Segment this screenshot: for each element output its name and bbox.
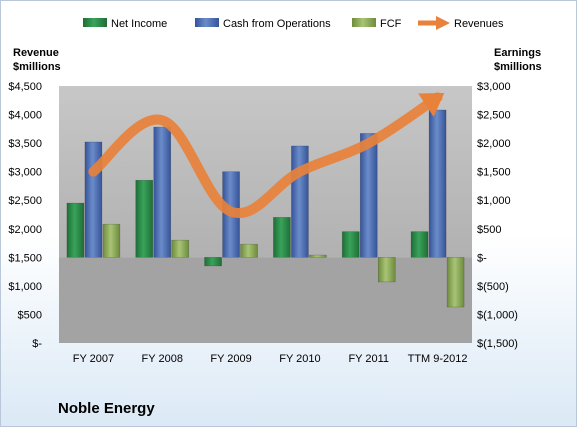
bar-net-income <box>135 179 154 258</box>
legend-label-fcf: FCF <box>380 18 402 30</box>
bar-fcf <box>446 257 465 308</box>
left-axis-tick-label: $4,500 <box>8 81 42 93</box>
right-axis-title-line2: $millions <box>494 61 542 73</box>
legend-label-cash-from-operations: Cash from Operations <box>223 18 331 30</box>
left-axis-ticks: $- $500 $1,000 $1,500 $2,000 $2,500 $3,000 $3,5… <box>8 81 42 350</box>
category-label: FY 2009 <box>210 353 251 365</box>
bar-cash-from-operations <box>153 126 172 258</box>
right-axis-tick-label: $500 <box>477 224 501 236</box>
right-axis-tick-label: $2,000 <box>477 138 511 150</box>
left-axis-tick-label: $3,500 <box>8 138 42 150</box>
left-axis-tick-label: $1,000 <box>8 281 42 293</box>
legend-label-revenues: Revenues <box>454 18 504 30</box>
bar-cash-from-operations <box>291 145 309 258</box>
bar-net-income <box>273 217 291 258</box>
category-label: FY 2007 <box>73 353 114 365</box>
bar-fcf <box>240 243 258 258</box>
revenue-line <box>88 92 443 219</box>
right-axis-tick-label: $3,000 <box>477 81 511 93</box>
right-axis-tick-label: $(500) <box>477 281 509 293</box>
bar-fcf <box>309 254 327 258</box>
legend: Net Income Cash from Operations FCF Reve… <box>83 16 504 30</box>
bar-net-income <box>66 202 85 258</box>
bar-fcf <box>377 257 396 283</box>
right-axis-tick-label: $1,500 <box>477 167 511 179</box>
right-axis-tick-label: $(1,500) <box>477 338 518 350</box>
left-axis-tick-label: $2,500 <box>8 195 42 207</box>
bar-fcf <box>102 223 121 258</box>
left-axis-tick-label: $4,000 <box>8 110 42 122</box>
revenue-line-group <box>88 92 445 219</box>
left-axis-tick-label: $- <box>32 338 42 350</box>
revenue-arrow-head <box>418 92 445 117</box>
bar-net-income <box>204 257 222 267</box>
right-axis-title-line1: Earnings <box>494 47 541 59</box>
category-label: FY 2010 <box>279 353 320 365</box>
left-axis-tick-label: $500 <box>18 309 42 321</box>
left-axis-tick-label: $1,500 <box>8 252 42 264</box>
right-axis-tick-label: $- <box>477 252 487 264</box>
legend-swatch-revenues <box>418 16 450 30</box>
plot-lower-band <box>59 257 472 343</box>
category-label: FY 2011 <box>348 353 389 365</box>
bar-cash-from-operations <box>428 109 447 258</box>
legend-label-net-income: Net Income <box>111 18 167 30</box>
bar-net-income <box>341 231 360 258</box>
bar-fcf <box>171 239 190 258</box>
category-label: TTM 9-2012 <box>408 353 468 365</box>
left-axis-tick-label: $3,000 <box>8 167 42 179</box>
left-axis-title-line1: Revenue <box>13 47 59 59</box>
legend-swatch-net-income <box>83 18 107 27</box>
chart-title: Noble Energy <box>58 400 155 417</box>
legend-swatch-fcf <box>352 18 376 27</box>
category-labels: FY 2007 FY 2008 FY 2009 FY 2010 FY 2011 TTM 9… <box>73 353 468 365</box>
right-axis-tick-label: $2,500 <box>477 110 511 122</box>
right-axis-tick-label: $1,000 <box>477 195 511 207</box>
left-axis-title-line2: $millions <box>13 61 61 73</box>
right-axis-tick-label: $(1,000) <box>477 309 518 321</box>
category-label: FY 2008 <box>142 353 183 365</box>
bar-net-income <box>410 231 429 258</box>
legend-swatch-cash-from-operations <box>195 18 219 27</box>
right-axis-ticks: $(1,500) $(1,000) $(500) $- $500 $1,000 $1,500… <box>477 81 518 350</box>
left-axis-tick-label: $2,000 <box>8 224 42 236</box>
bar-cash-from-operations <box>359 133 378 258</box>
